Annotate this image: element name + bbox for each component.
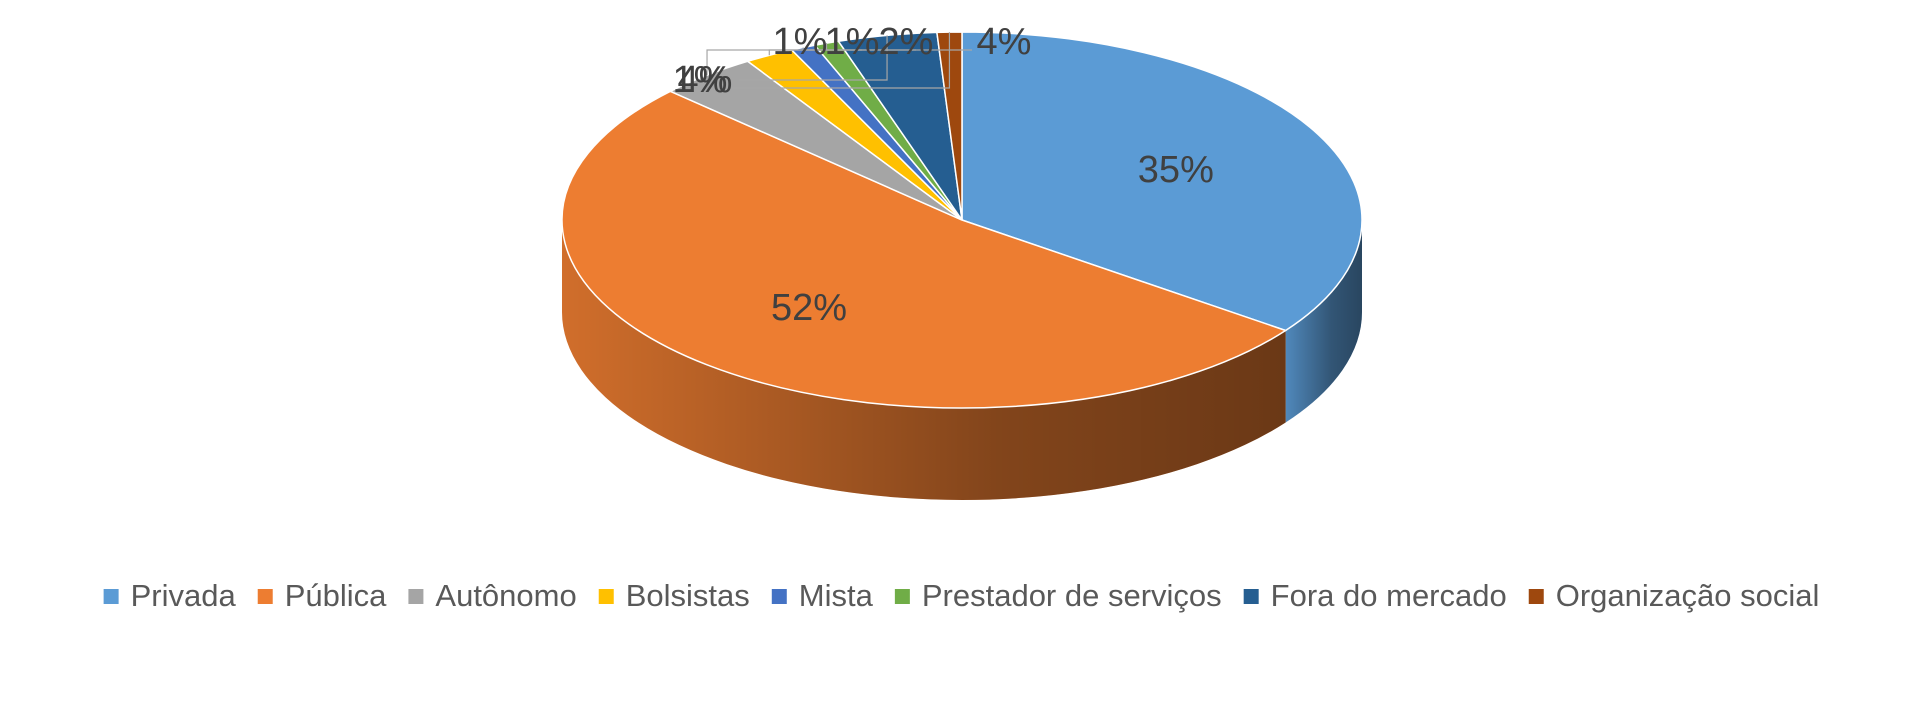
- legend-swatch: [1528, 589, 1544, 604]
- data-label-autonomo: 4%: [977, 21, 1032, 63]
- leader-line-fora-do-mercado: [739, 35, 888, 81]
- legend-swatch: [598, 589, 614, 604]
- leader-line-mista: [802, 47, 862, 51]
- pie-side-privada: [1285, 220, 1362, 423]
- legend-label: Prestador de serviços: [922, 578, 1222, 613]
- legend-item-publica: Pública: [257, 578, 387, 613]
- data-label-fora-do-mercado: 4%: [678, 59, 733, 101]
- pie-slice-publica: [561, 90, 1288, 409]
- legend-item-fora-do-mercado: Fora do mercado: [1243, 578, 1507, 613]
- leader-line-prestador-de-servicos: [810, 43, 828, 51]
- legend-label: Autônomo: [435, 578, 576, 613]
- legend-swatch: [771, 589, 787, 604]
- pie-sides: [562, 220, 1362, 500]
- legend-item-organizacao-social: Organização social: [1528, 578, 1820, 613]
- legend-label: Mista: [799, 578, 874, 613]
- pie-slice-privada: [961, 31, 1363, 332]
- legend-swatch: [1243, 589, 1259, 604]
- leader-lines: [706, 32, 972, 89]
- data-label-bolsistas: 2%: [879, 21, 934, 63]
- leader-line-bolsistas: [768, 49, 916, 56]
- data-labels: 35%52%4%2%1%1%4%1%: [673, 21, 1214, 329]
- data-label-organizacao-social: 1%: [673, 59, 728, 101]
- legend-item-prestador-de-servicos: Prestador de serviços: [894, 578, 1222, 613]
- legend-item-bolsistas: Bolsistas: [598, 578, 750, 613]
- legend-label: Privada: [131, 578, 237, 613]
- legend-label: Bolsistas: [626, 578, 750, 613]
- data-label-publica: 52%: [771, 287, 847, 329]
- pie-tops: [561, 31, 1363, 409]
- data-label-prestador-de-servicos: 1%: [773, 21, 828, 63]
- data-label-privada: 35%: [1138, 149, 1214, 191]
- legend-label: Fora do mercado: [1271, 578, 1507, 613]
- legend-swatch: [103, 589, 119, 604]
- legend-item-privada: Privada: [103, 578, 237, 613]
- legend-swatch: [894, 589, 910, 604]
- legend-label: Organização social: [1556, 578, 1820, 613]
- legend-item-autonomo: Autônomo: [408, 578, 577, 613]
- legend-item-mista: Mista: [771, 578, 874, 613]
- pie-side-publica: [562, 220, 1286, 500]
- legend-label: Pública: [285, 578, 387, 613]
- legend: Privada Pública Autônomo Bolsistas Mista Pres…: [103, 578, 1820, 613]
- data-label-mista: 1%: [825, 21, 880, 63]
- leader-line-organizacao-social: [710, 32, 951, 89]
- legend-swatch: [257, 589, 273, 604]
- legend-swatch: [408, 589, 424, 604]
